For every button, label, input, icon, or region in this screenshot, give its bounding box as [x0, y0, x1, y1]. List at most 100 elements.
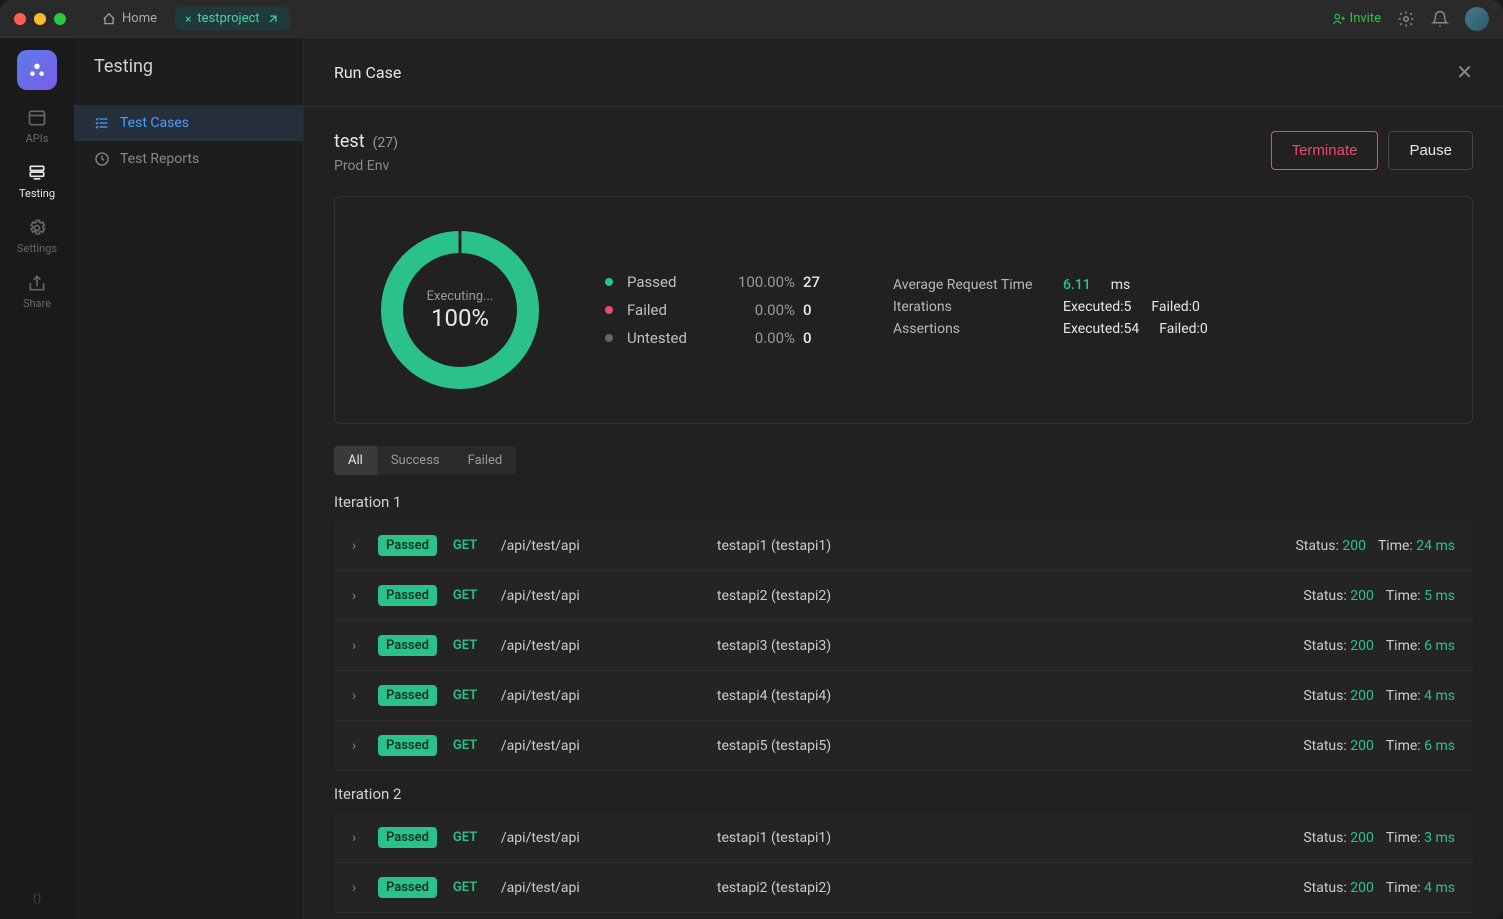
rail-label: Share	[23, 297, 51, 310]
summary-card: Executing... 100% Passed 100.00% 27 Fail…	[334, 196, 1473, 424]
result-row[interactable]: ›PassedGET/api/test/apitestapi1 (testapi…	[334, 813, 1473, 863]
http-method: GET	[453, 830, 485, 845]
request-path: /api/test/api	[501, 738, 701, 754]
minimize-window-button[interactable]	[34, 13, 46, 25]
clock-icon	[94, 151, 110, 167]
settings-icon	[27, 218, 47, 238]
filter-tab-failed[interactable]: Failed	[454, 446, 517, 475]
status-badge: Passed	[378, 827, 437, 848]
sidebar-item-label: Test Cases	[120, 115, 189, 131]
executing-label: Executing...	[427, 289, 494, 304]
result-row[interactable]: ›PassedGET/api/test/apitestapi5 (testapi…	[334, 721, 1473, 771]
run-header: test (27) Prod Env Terminate Pause	[334, 131, 1473, 174]
test-name: testapi1 (testapi1)	[717, 830, 1287, 846]
filter-tab-success[interactable]: Success	[377, 446, 454, 475]
passed-label: Passed	[627, 273, 707, 291]
iterations-label: Iterations	[893, 299, 1043, 315]
app-window: Home × testproject Invite APIs	[0, 0, 1503, 919]
status-badge: Passed	[378, 585, 437, 606]
content-scroll[interactable]: test (27) Prod Env Terminate Pause	[304, 107, 1503, 919]
status-time: Status: 200Time: 4 ms	[1303, 880, 1455, 896]
request-path: /api/test/api	[501, 830, 701, 846]
apis-icon	[27, 108, 47, 128]
http-method: GET	[453, 880, 485, 895]
avg-request-time-label: Average Request Time	[893, 277, 1043, 293]
tab-home[interactable]: Home	[92, 7, 167, 30]
donut-percent: 100%	[431, 304, 489, 332]
assertions-fail: Failed:0	[1159, 321, 1208, 337]
avg-request-time-val: 6.11	[1063, 277, 1091, 293]
chevron-right-icon: ›	[352, 880, 362, 896]
body-row: APIs Testing Settings Share ⟨⟩ Testing T…	[0, 38, 1503, 919]
footer-brand: ⟨⟩	[18, 877, 55, 919]
http-method: GET	[453, 588, 485, 603]
run-env: Prod Env	[334, 158, 398, 174]
sidebar-item-test-reports[interactable]: Test Reports	[74, 141, 303, 177]
status-badge: Passed	[378, 635, 437, 656]
test-name: testapi3 (testapi3)	[717, 638, 1287, 654]
home-icon	[102, 12, 116, 26]
test-name: testapi2 (testapi2)	[717, 880, 1287, 896]
invite-button[interactable]: Invite	[1332, 11, 1381, 26]
status-time: Status: 200Time: 3 ms	[1303, 830, 1455, 846]
titlebar-right: Invite	[1332, 7, 1489, 31]
http-method: GET	[453, 638, 485, 653]
status-time: Status: 200Time: 6 ms	[1303, 638, 1455, 654]
untested-label: Untested	[627, 329, 707, 347]
meta-column: Average Request Time 6.11 ms Iterations …	[893, 277, 1208, 343]
tab-project[interactable]: × testproject	[175, 7, 290, 30]
failed-count: 0	[803, 301, 833, 319]
iterations-list: Iteration 1›PassedGET/api/test/apitestap…	[334, 493, 1473, 913]
rail-label: Settings	[17, 242, 57, 255]
maximize-window-button[interactable]	[54, 13, 66, 25]
iterations-exec: Executed:5	[1063, 299, 1131, 315]
assertions-label: Assertions	[893, 321, 1043, 337]
request-path: /api/test/api	[501, 538, 701, 554]
result-row[interactable]: › Passed GET/api/test/api testapi1 (testapi…	[334, 521, 1473, 571]
rail-label: APIs	[26, 132, 49, 145]
rail-item-settings[interactable]: Settings	[17, 218, 57, 255]
passed-count: 27	[803, 273, 833, 291]
result-row[interactable]: ›PassedGET/api/test/apitestapi2 (testapi…	[334, 571, 1473, 621]
chevron-right-icon: ›	[352, 538, 362, 554]
terminate-button[interactable]: Terminate	[1271, 131, 1379, 170]
rail-item-share[interactable]: Share	[23, 273, 51, 310]
filter-tab-all[interactable]: All	[334, 446, 377, 475]
traffic-lights	[14, 13, 66, 25]
left-rail: APIs Testing Settings Share ⟨⟩	[0, 38, 74, 919]
sidebar-item-label: Test Reports	[120, 151, 199, 167]
http-method: GET	[453, 688, 485, 703]
status-badge: Passed	[378, 535, 437, 556]
gear-icon[interactable]	[1397, 10, 1415, 28]
chevron-right-icon: ›	[352, 738, 362, 754]
external-link-icon	[266, 12, 280, 26]
request-path: /api/test/api	[501, 880, 701, 896]
test-name: testapi1 (testapi1)	[717, 538, 1280, 554]
app-logo[interactable]	[17, 50, 57, 90]
test-name: testapi2 (testapi2)	[717, 588, 1287, 604]
request-path: /api/test/api	[501, 638, 701, 654]
progress-donut: Executing... 100%	[375, 225, 545, 395]
main-panel: Run Case ✕ test (27) Prod Env Terminate …	[304, 38, 1503, 919]
request-path: /api/test/api	[501, 588, 701, 604]
result-row[interactable]: ›PassedGET/api/test/apitestapi3 (testapi…	[334, 621, 1473, 671]
rail-item-apis[interactable]: APIs	[26, 108, 49, 145]
untested-pct: 0.00%	[715, 329, 795, 347]
close-panel-button[interactable]: ✕	[1456, 60, 1473, 84]
status-time: Status: 200Time: 24 ms	[1295, 538, 1455, 554]
pause-button[interactable]: Pause	[1388, 131, 1473, 170]
status-badge: Passed	[378, 685, 437, 706]
sidebar-item-test-cases[interactable]: Test Cases	[74, 105, 303, 141]
share-icon	[27, 273, 47, 293]
iteration-title: Iteration 2	[334, 785, 1473, 803]
avatar[interactable]	[1465, 7, 1489, 31]
bell-icon[interactable]	[1431, 10, 1449, 28]
user-plus-icon	[1332, 12, 1346, 26]
close-window-button[interactable]	[14, 13, 26, 25]
rail-item-testing[interactable]: Testing	[19, 163, 55, 200]
http-method: GET	[453, 538, 485, 553]
result-row[interactable]: ›PassedGET/api/test/apitestapi4 (testapi…	[334, 671, 1473, 721]
close-tab-icon[interactable]: ×	[185, 12, 191, 26]
result-row[interactable]: ›PassedGET/api/test/apitestapi2 (testapi…	[334, 863, 1473, 913]
tab-project-label: testproject	[197, 11, 259, 26]
